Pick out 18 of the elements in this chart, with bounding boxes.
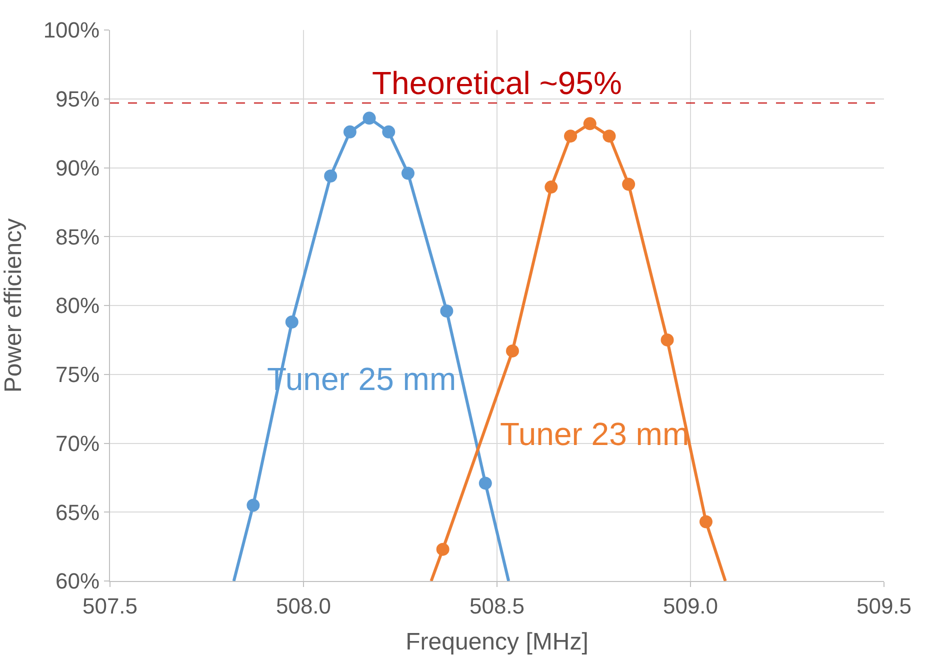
x-tick-label: 509.0	[662, 593, 718, 618]
y-tick-label: 75%	[56, 362, 100, 388]
x-tick-label: 509.5	[856, 593, 912, 618]
y-tick-label: 90%	[56, 155, 100, 180]
y-tick-label: 95%	[56, 86, 100, 112]
y-tick-label: 85%	[56, 224, 100, 250]
x-tick-label: 507.5	[82, 593, 138, 618]
y-axis-title: Power efficiency	[0, 218, 27, 393]
y-tick-label: 65%	[56, 500, 100, 525]
x-axis-title: Frequency [MHz]	[406, 628, 588, 656]
x-tick-label: 508.0	[276, 593, 332, 618]
y-tick-label: 80%	[56, 293, 100, 318]
series-label: Tuner 23 mm	[500, 416, 690, 452]
y-tick-label: 100%	[43, 18, 100, 43]
y-tick-label: 60%	[56, 568, 100, 594]
y-tick-label: 70%	[56, 430, 100, 456]
ref-line-label: Theoretical ~95%	[372, 65, 622, 101]
x-tick-label: 508.5	[469, 593, 525, 618]
